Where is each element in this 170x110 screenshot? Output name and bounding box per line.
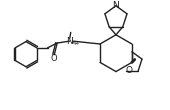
Text: O: O (126, 66, 133, 75)
Text: N: N (113, 1, 119, 10)
Text: N: N (66, 37, 73, 46)
Text: O: O (51, 54, 58, 63)
